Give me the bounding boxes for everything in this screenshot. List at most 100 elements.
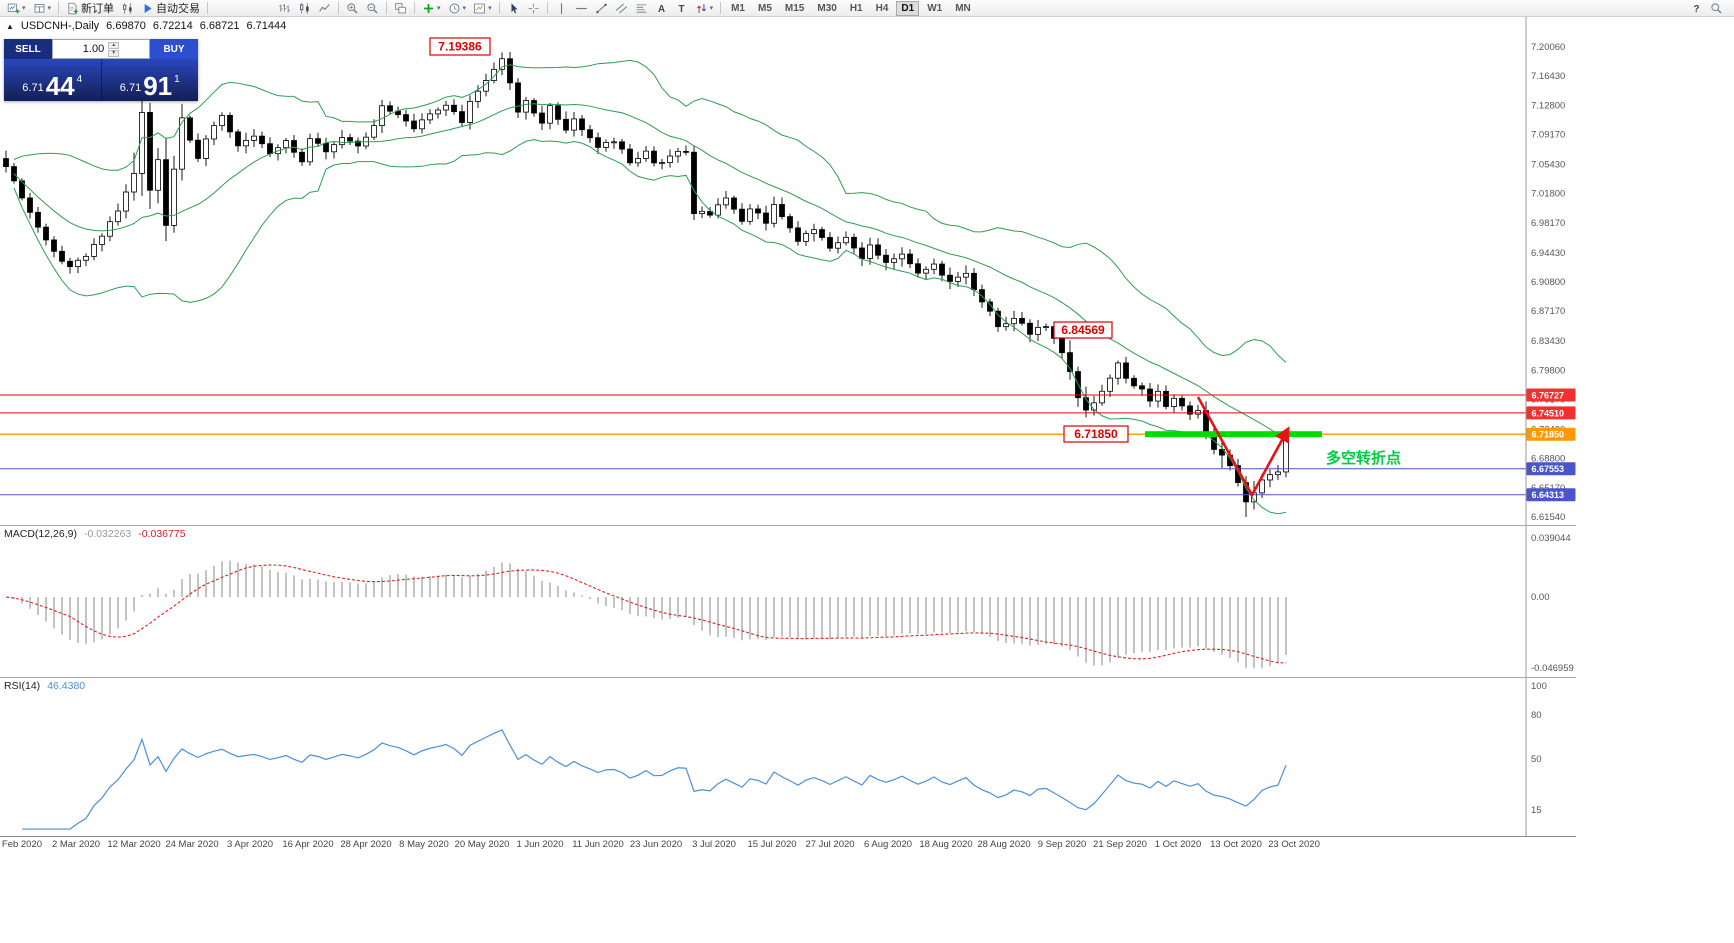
svg-text:7.16430: 7.16430	[1531, 71, 1565, 82]
channel-icon	[615, 2, 628, 15]
svg-text:12 Mar 2020: 12 Mar 2020	[107, 839, 160, 850]
new-chart-button[interactable]: ▾	[4, 0, 29, 17]
toolbar-left-group: ▾ ▾ 新订单 自动交易 ▾ ▾ ▾ A T ▾	[4, 0, 724, 17]
date-axis: 9 Feb 2020 2 Mar 2020 12 Mar 2020 24 Mar 20…	[0, 839, 1320, 850]
autotrading-button[interactable]: 自动交易	[138, 0, 203, 17]
open-value: 6.69870	[106, 20, 146, 32]
chart-window-button[interactable]	[118, 0, 137, 17]
rsi-name: RSI(14)	[4, 680, 41, 692]
cursor-icon	[507, 2, 520, 15]
buy-button[interactable]: BUY	[150, 39, 198, 59]
label-button[interactable]: T	[672, 0, 691, 17]
periods-button[interactable]: ▾	[445, 0, 470, 17]
symbol-direction-icon: ▲	[6, 21, 14, 31]
search-button[interactable]	[1707, 0, 1726, 17]
text-button[interactable]: A	[652, 0, 671, 17]
price-scale: 7.20060 7.16430 7.12800 7.09170 7.05430 7.018…	[1531, 42, 1565, 523]
new-order-button-label: 新订单	[81, 3, 115, 15]
svg-text:9 Feb 2020: 9 Feb 2020	[0, 839, 42, 850]
sell-price-big: 44	[45, 71, 75, 101]
timeframe-m5-button[interactable]: M5	[758, 2, 772, 14]
support-price-label[interactable]: 6.84569	[1053, 321, 1113, 339]
svg-text:23 Jun 2020: 23 Jun 2020	[630, 839, 682, 850]
profiles-button[interactable]: ▾	[30, 0, 55, 17]
horizontal-levels[interactable]	[0, 394, 1526, 496]
svg-text:?: ?	[1694, 4, 1700, 15]
volume-stepper[interactable]: ▲ ▼	[108, 41, 120, 57]
turning-point-zone[interactable]	[1145, 431, 1322, 438]
svg-text:7.19386: 7.19386	[438, 40, 482, 54]
trendline-button[interactable]	[592, 0, 611, 17]
timeframe-h1-button[interactable]: H1	[849, 2, 863, 14]
trend-arrow-drawing[interactable]	[1196, 396, 1290, 498]
fibo-icon	[635, 2, 648, 15]
vertical-line-button[interactable]	[552, 0, 571, 17]
arrows-icon	[695, 2, 708, 15]
timeframe-m1-button[interactable]: M1	[731, 2, 745, 14]
svg-text:13 Oct 2020: 13 Oct 2020	[1210, 839, 1262, 850]
chart-plus-icon	[7, 2, 20, 15]
svg-text:6.71850: 6.71850	[1532, 430, 1565, 440]
svg-text:6.71850: 6.71850	[1074, 427, 1118, 441]
timeframe-h4-button[interactable]: H4	[875, 2, 889, 14]
help-button[interactable]: ?	[1687, 0, 1706, 17]
sell-button[interactable]: SELL	[4, 39, 52, 59]
fibonacci-button[interactable]	[632, 0, 651, 17]
chart-canvas[interactable]: 7.20060 7.16430 7.12800 7.09170 7.05430 7.018…	[0, 17, 1576, 853]
turning-point-text[interactable]: 多空转折点	[1326, 449, 1401, 467]
crosshair-button[interactable]	[524, 0, 543, 17]
svg-text:T: T	[678, 3, 684, 14]
svg-text:8 May 2020: 8 May 2020	[399, 839, 449, 850]
macd-name: MACD(12,26,9)	[4, 528, 77, 540]
timeframe-m15-button[interactable]: M15	[784, 2, 805, 14]
trendline-icon	[595, 2, 608, 15]
svg-text:16 Apr 2020: 16 Apr 2020	[282, 839, 333, 850]
buy-price-button[interactable]: 6.71 91 1	[102, 59, 199, 101]
chart-ohlc-header: ▲ USDCNH-,Daily 6.69870 6.72214 6.68721 …	[6, 20, 286, 32]
rsi-line	[22, 729, 1287, 830]
dropdown-caret-icon: ▾	[47, 5, 52, 12]
toolbar-separator	[498, 2, 500, 14]
volume-down-icon[interactable]: ▼	[108, 49, 120, 57]
new-order-button[interactable]: 新订单	[63, 0, 117, 17]
price-scale-tags: 6.76727 6.74510 6.71850 6.67553 6.64313	[1526, 388, 1576, 502]
volume-input[interactable]: 1.00 ▲ ▼	[52, 39, 150, 59]
timeframe-m30-button[interactable]: M30	[817, 2, 837, 14]
svg-text:6.76727: 6.76727	[1532, 391, 1565, 401]
timeframe-mn-button[interactable]: MN	[955, 2, 971, 14]
horizontal-line-button[interactable]	[572, 0, 591, 17]
textA-icon: A	[655, 2, 668, 15]
svg-text:6.68800: 6.68800	[1531, 454, 1565, 465]
peak-price-label[interactable]: 7.19386	[429, 37, 491, 56]
zoom-out-button[interactable]	[363, 0, 382, 17]
high-value: 6.72214	[152, 20, 193, 32]
svg-text:-0.046959: -0.046959	[1531, 663, 1574, 674]
zoom-in-button[interactable]	[343, 0, 362, 17]
arrows-button[interactable]: ▾	[692, 0, 717, 17]
bar-chart-button[interactable]	[275, 0, 294, 17]
hline-icon	[575, 2, 588, 15]
svg-text:6.90800: 6.90800	[1531, 277, 1565, 288]
svg-text:21 Sep 2020: 21 Sep 2020	[1093, 839, 1147, 850]
entry-price-label[interactable]: 6.71850	[1063, 425, 1129, 443]
svg-text:6.83430: 6.83430	[1531, 336, 1565, 347]
channel-button[interactable]	[612, 0, 631, 17]
bollinger-bands	[13, 59, 1287, 515]
volume-up-icon[interactable]: ▲	[108, 41, 120, 49]
cursor-button[interactable]	[504, 0, 523, 17]
macd-main-value: -0.032263	[83, 528, 132, 540]
svg-text:6.94430: 6.94430	[1531, 248, 1565, 259]
sell-price-button[interactable]: 6.71 44 4	[4, 59, 102, 101]
svg-text:18 Aug 2020: 18 Aug 2020	[919, 839, 972, 850]
timeframe-d1-button[interactable]: D1	[896, 0, 920, 16]
candlestick-button[interactable]	[295, 0, 314, 17]
svg-text:15: 15	[1531, 805, 1542, 816]
svg-text:23 Oct 2020: 23 Oct 2020	[1268, 839, 1320, 850]
tile-windows-button[interactable]	[391, 0, 410, 17]
toolbar-separator	[414, 2, 416, 14]
templates-button[interactable]: ▾	[470, 0, 495, 17]
dropdown-caret-icon: ▾	[437, 5, 441, 12]
timeframe-w1-button[interactable]: W1	[927, 2, 943, 14]
indicators-button[interactable]: ▾	[419, 0, 444, 17]
line-chart-button[interactable]	[315, 0, 334, 17]
